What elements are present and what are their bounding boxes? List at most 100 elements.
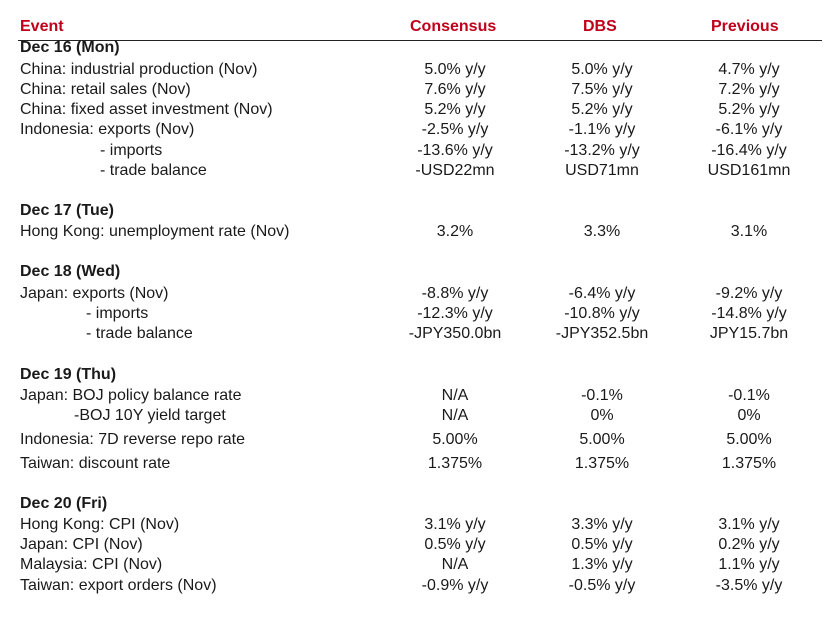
consensus-value: -8.8% y/y: [421, 285, 489, 302]
table-row: - imports -12.3% y/y -10.8% y/y -14.8% y…: [0, 304, 829, 324]
event-label: Japan: exports (Nov): [20, 285, 169, 302]
previous-value: -14.8% y/y: [711, 305, 787, 322]
day-label: Dec 18 (Wed): [20, 263, 121, 280]
consensus-value: -JPY350.0bn: [408, 325, 502, 342]
previous-value: 3.1% y/y: [718, 516, 780, 533]
table-row: Taiwan: export orders (Nov) -0.9% y/y -0…: [0, 576, 829, 596]
table-row: China: industrial production (Nov) 5.0% …: [0, 60, 829, 80]
table-row: Indonesia: exports (Nov) -2.5% y/y -1.1%…: [0, 120, 829, 140]
table-row: Taiwan: discount rate 1.375% 1.375% 1.37…: [0, 454, 829, 474]
table-row: Indonesia: 7D reverse repo rate 5.00% 5.…: [0, 430, 829, 450]
event-label: Indonesia: 7D reverse repo rate: [20, 431, 246, 448]
table-row: -BOJ 10Y yield target N/A 0% 0%: [0, 406, 829, 426]
previous-value: 7.2% y/y: [718, 81, 780, 98]
table-row: Japan: exports (Nov) -8.8% y/y -6.4% y/y…: [0, 284, 829, 304]
header-dbs: DBS: [583, 18, 617, 35]
event-label: - imports: [100, 142, 163, 159]
header-divider: [18, 40, 822, 41]
previous-value: USD161mn: [707, 162, 791, 179]
previous-value: 5.2% y/y: [718, 101, 780, 118]
previous-value: -6.1% y/y: [715, 121, 783, 138]
event-label: - trade balance: [86, 325, 193, 342]
dbs-value: 1.3% y/y: [571, 556, 633, 573]
dbs-value: 5.0% y/y: [571, 61, 633, 78]
table-row: Japan: CPI (Nov) 0.5% y/y 0.5% y/y 0.2% …: [0, 535, 829, 555]
dbs-value: 0.5% y/y: [571, 536, 633, 553]
previous-value: 3.1%: [730, 223, 768, 240]
consensus-value: 0.5% y/y: [424, 536, 486, 553]
event-label: Hong Kong: CPI (Nov): [20, 516, 180, 533]
previous-value: 0%: [737, 407, 761, 424]
previous-value: -16.4% y/y: [711, 142, 787, 159]
table-row: Hong Kong: CPI (Nov) 3.1% y/y 3.3% y/y 3…: [0, 515, 829, 535]
table-row: China: fixed asset investment (Nov) 5.2%…: [0, 100, 829, 120]
previous-value: 1.375%: [721, 455, 777, 472]
day-label: Dec 17 (Tue): [20, 202, 114, 219]
consensus-value: 1.375%: [427, 455, 483, 472]
consensus-value: -2.5% y/y: [421, 121, 489, 138]
event-label: China: industrial production (Nov): [20, 61, 258, 78]
dbs-value: 3.3% y/y: [571, 516, 633, 533]
dbs-value: 0%: [590, 407, 614, 424]
dbs-value: USD71mn: [565, 162, 639, 179]
table-row: - trade balance -USD22mn USD71mn USD161m…: [0, 161, 829, 181]
dbs-value: -6.4% y/y: [568, 285, 636, 302]
table-row: - trade balance -JPY350.0bn -JPY352.5bn …: [0, 324, 829, 344]
header-consensus: Consensus: [410, 18, 497, 35]
consensus-value: 3.1% y/y: [424, 516, 486, 533]
dbs-value: -10.8% y/y: [564, 305, 640, 322]
previous-value: -9.2% y/y: [715, 285, 783, 302]
previous-value: -3.5% y/y: [715, 577, 783, 594]
consensus-value: -13.6% y/y: [417, 142, 493, 159]
table-row: Japan: BOJ policy balance rate N/A -0.1%…: [0, 386, 829, 406]
dbs-value: -0.1%: [581, 387, 623, 404]
day-label: Dec 16 (Mon): [20, 39, 120, 56]
consensus-value: N/A: [441, 556, 469, 573]
day-label: Dec 19 (Thu): [20, 366, 117, 383]
dbs-value: 5.00%: [579, 431, 625, 448]
consensus-value: N/A: [441, 407, 469, 424]
previous-value: -0.1%: [728, 387, 770, 404]
table-row: - imports -13.6% y/y -13.2% y/y -16.4% y…: [0, 141, 829, 161]
previous-value: 5.00%: [726, 431, 772, 448]
dbs-value: 3.3%: [583, 223, 621, 240]
previous-value: 1.1% y/y: [718, 556, 780, 573]
dbs-value: -1.1% y/y: [568, 121, 636, 138]
event-label: China: retail sales (Nov): [20, 81, 191, 98]
event-label: Japan: CPI (Nov): [20, 536, 143, 553]
consensus-value: -12.3% y/y: [417, 305, 493, 322]
table-row: Malaysia: CPI (Nov) N/A 1.3% y/y 1.1% y/…: [0, 555, 829, 575]
dbs-value: 1.375%: [574, 455, 630, 472]
event-label: Japan: BOJ policy balance rate: [20, 387, 242, 404]
event-label: - imports: [86, 305, 149, 322]
dbs-value: -0.5% y/y: [568, 577, 636, 594]
event-label: -BOJ 10Y yield target: [74, 407, 226, 424]
header-event: Event: [20, 18, 64, 35]
consensus-value: 5.2% y/y: [424, 101, 486, 118]
table-row: Hong Kong: unemployment rate (Nov) 3.2% …: [0, 222, 829, 242]
consensus-value: -0.9% y/y: [421, 577, 489, 594]
dbs-value: -13.2% y/y: [564, 142, 640, 159]
day-label: Dec 20 (Fri): [20, 495, 108, 512]
dbs-value: 5.2% y/y: [571, 101, 633, 118]
consensus-value: 7.6% y/y: [424, 81, 486, 98]
event-label: Malaysia: CPI (Nov): [20, 556, 163, 573]
event-label: Taiwan: discount rate: [20, 455, 171, 472]
consensus-value: 5.00%: [432, 431, 478, 448]
event-label: Taiwan: export orders (Nov): [20, 577, 217, 594]
event-label: Indonesia: exports (Nov): [20, 121, 195, 138]
consensus-value: -USD22mn: [415, 162, 495, 179]
event-label: China: fixed asset investment (Nov): [20, 101, 273, 118]
table-row: China: retail sales (Nov) 7.6% y/y 7.5% …: [0, 80, 829, 100]
dbs-value: 7.5% y/y: [571, 81, 633, 98]
dbs-value: -JPY352.5bn: [555, 325, 649, 342]
consensus-value: 3.2%: [436, 223, 474, 240]
event-label: Hong Kong: unemployment rate (Nov): [20, 223, 290, 240]
previous-value: 0.2% y/y: [718, 536, 780, 553]
previous-value: JPY15.7bn: [709, 325, 789, 342]
header-previous: Previous: [711, 18, 779, 35]
event-label: - trade balance: [100, 162, 207, 179]
consensus-value: 5.0% y/y: [424, 61, 486, 78]
previous-value: 4.7% y/y: [718, 61, 780, 78]
consensus-value: N/A: [441, 387, 469, 404]
